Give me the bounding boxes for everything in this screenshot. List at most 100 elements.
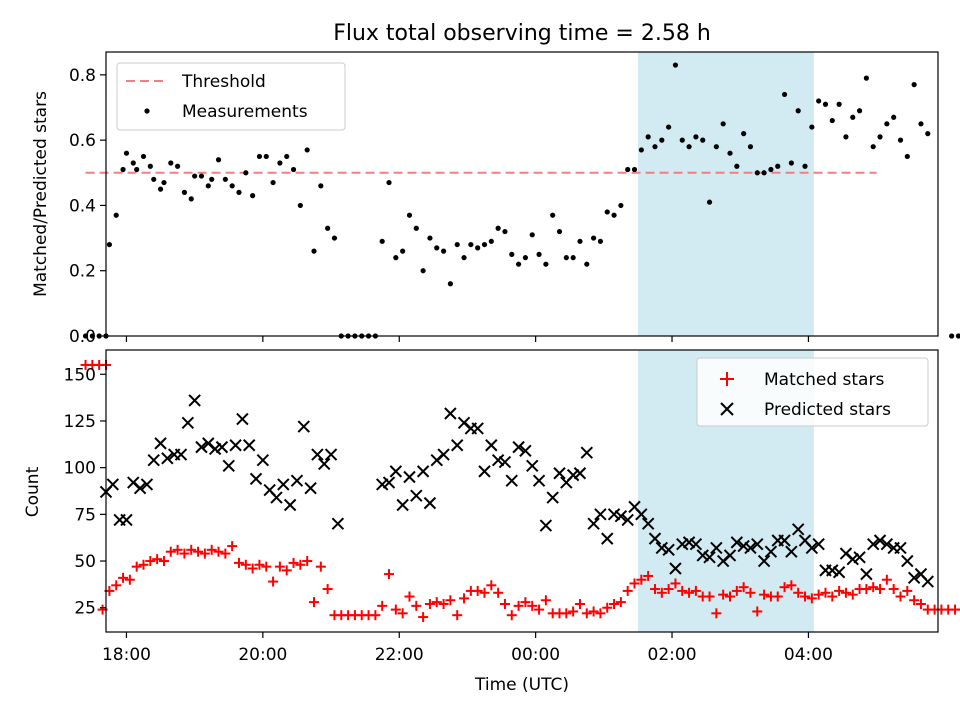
top-legend: Threshold Measurements	[116, 62, 346, 131]
measurement-point-19	[192, 173, 198, 179]
measurement-point-110	[809, 124, 815, 130]
matched-point-23	[227, 541, 238, 552]
matched-point-30	[274, 561, 285, 572]
measurement-point-118	[863, 75, 869, 81]
bottom-x-tick-label-0: 18:00	[102, 645, 151, 665]
bottom-x-tick-label-5: 04:00	[784, 645, 833, 665]
predicted-point-29	[297, 420, 310, 433]
measurement-point-78	[591, 235, 597, 241]
predicted-point-22	[249, 472, 263, 486]
matched-point-118	[875, 584, 886, 595]
measurement-point-16	[175, 163, 181, 169]
predicted-point-34	[331, 517, 345, 530]
measurement-point-17	[181, 189, 188, 195]
predicted-point-92	[764, 545, 778, 558]
matched-point-91	[690, 585, 701, 596]
predicted-point-98	[805, 541, 819, 555]
predicted-point-57	[526, 459, 539, 472]
matched-point-123	[909, 595, 920, 606]
matched-point-54	[438, 598, 449, 609]
measurement-point-77	[584, 261, 590, 267]
predicted-point-53	[498, 455, 512, 469]
predicted-point-33	[324, 448, 338, 461]
matched-point-9	[131, 561, 142, 572]
predicted-point-86	[723, 549, 737, 562]
bottom-panel: 25 50 75 100 125 150 18:00 20:00 22:00 00:00 02:0…	[23, 349, 960, 695]
predicted-point-11	[174, 448, 188, 461]
predicted-point-32	[318, 457, 331, 471]
top-y-tick-label-1: 0.2	[69, 262, 96, 282]
matched-point-89	[677, 585, 688, 596]
bottom-y-tick-label-2: 75	[74, 505, 96, 525]
predicted-point-90	[751, 538, 764, 551]
predicted-point-70	[614, 510, 628, 523]
predicted-point-111	[894, 541, 907, 555]
predicted-point-78	[669, 562, 682, 575]
measurement-point-62	[481, 241, 488, 248]
predicted-point-109	[880, 538, 894, 551]
measurement-point-36	[304, 147, 310, 153]
predicted-point-38	[396, 498, 409, 512]
matched-point-50	[411, 600, 422, 611]
measurement-point-90	[672, 62, 679, 68]
matched-point-19	[199, 548, 210, 559]
measurement-point-51	[406, 212, 413, 218]
top-panel: 0.00.20.40.60.8 Matched/Predicted stars …	[31, 51, 960, 347]
legend-matched-label: Matched stars	[764, 370, 884, 390]
measurement-point-114	[836, 101, 842, 107]
matched-point-11	[145, 556, 156, 567]
matched-point-10	[138, 559, 149, 570]
matched-point-65	[513, 600, 524, 611]
predicted-point-23	[256, 453, 270, 467]
predicted-point-54	[505, 474, 518, 487]
measurement-point-120	[877, 134, 883, 140]
matched-point-120	[888, 584, 899, 595]
predicted-point-19	[229, 439, 242, 452]
measurement-point-111	[816, 98, 822, 104]
matched-point-26	[247, 563, 258, 574]
matched-point-93	[704, 591, 715, 602]
bottom-x-tick-label-1: 20:00	[238, 645, 287, 665]
predicted-point-66	[587, 517, 600, 530]
predicted-star-points	[99, 394, 934, 588]
predicted-point-12	[181, 416, 195, 430]
measurement-point-84	[631, 166, 638, 173]
measurement-point-64	[495, 225, 501, 231]
bottom-y-ticks: 25 50 75 100 125 150	[64, 365, 106, 619]
measurement-point-24	[222, 176, 228, 182]
matched-point-56	[452, 610, 463, 621]
matched-point-46	[384, 569, 395, 580]
bottom-axes-frame	[105, 349, 939, 633]
bottom-y-tick-label-5: 150	[64, 365, 96, 385]
measurement-point-95	[706, 199, 713, 205]
predicted-point-64	[573, 467, 587, 480]
measurement-point-37	[311, 248, 317, 254]
measurement-point-21	[205, 183, 211, 189]
measurement-point-38	[318, 183, 324, 189]
matched-point-75	[581, 608, 592, 619]
measurement-point-100	[741, 131, 747, 137]
top-y-axis-label: Matched/Predicted stars	[31, 91, 51, 297]
matched-point-6	[111, 580, 122, 591]
predicted-point-94	[778, 534, 791, 547]
measurement-point-7	[123, 150, 130, 156]
measurement-point-106	[781, 91, 788, 98]
matched-point-79	[609, 598, 620, 609]
predicted-point-44	[437, 448, 450, 461]
matched-point-90	[684, 587, 695, 598]
predicted-point-1	[106, 478, 120, 491]
predicted-point-87	[730, 536, 744, 549]
matched-point-101	[759, 589, 770, 600]
measurement-point-27	[243, 170, 249, 176]
bottom-x-tick-label-3: 00:00	[511, 645, 560, 665]
measurement-point-53	[420, 268, 426, 274]
predicted-point-49	[471, 422, 484, 435]
matched-point-105	[786, 580, 797, 591]
measurement-point-69	[529, 232, 535, 238]
matched-point-117	[868, 582, 879, 593]
predicted-point-45	[444, 407, 457, 420]
predicted-point-28	[290, 474, 304, 487]
predicted-point-13	[188, 394, 201, 407]
measurement-point-89	[666, 124, 672, 130]
matched-point-67	[527, 600, 538, 611]
